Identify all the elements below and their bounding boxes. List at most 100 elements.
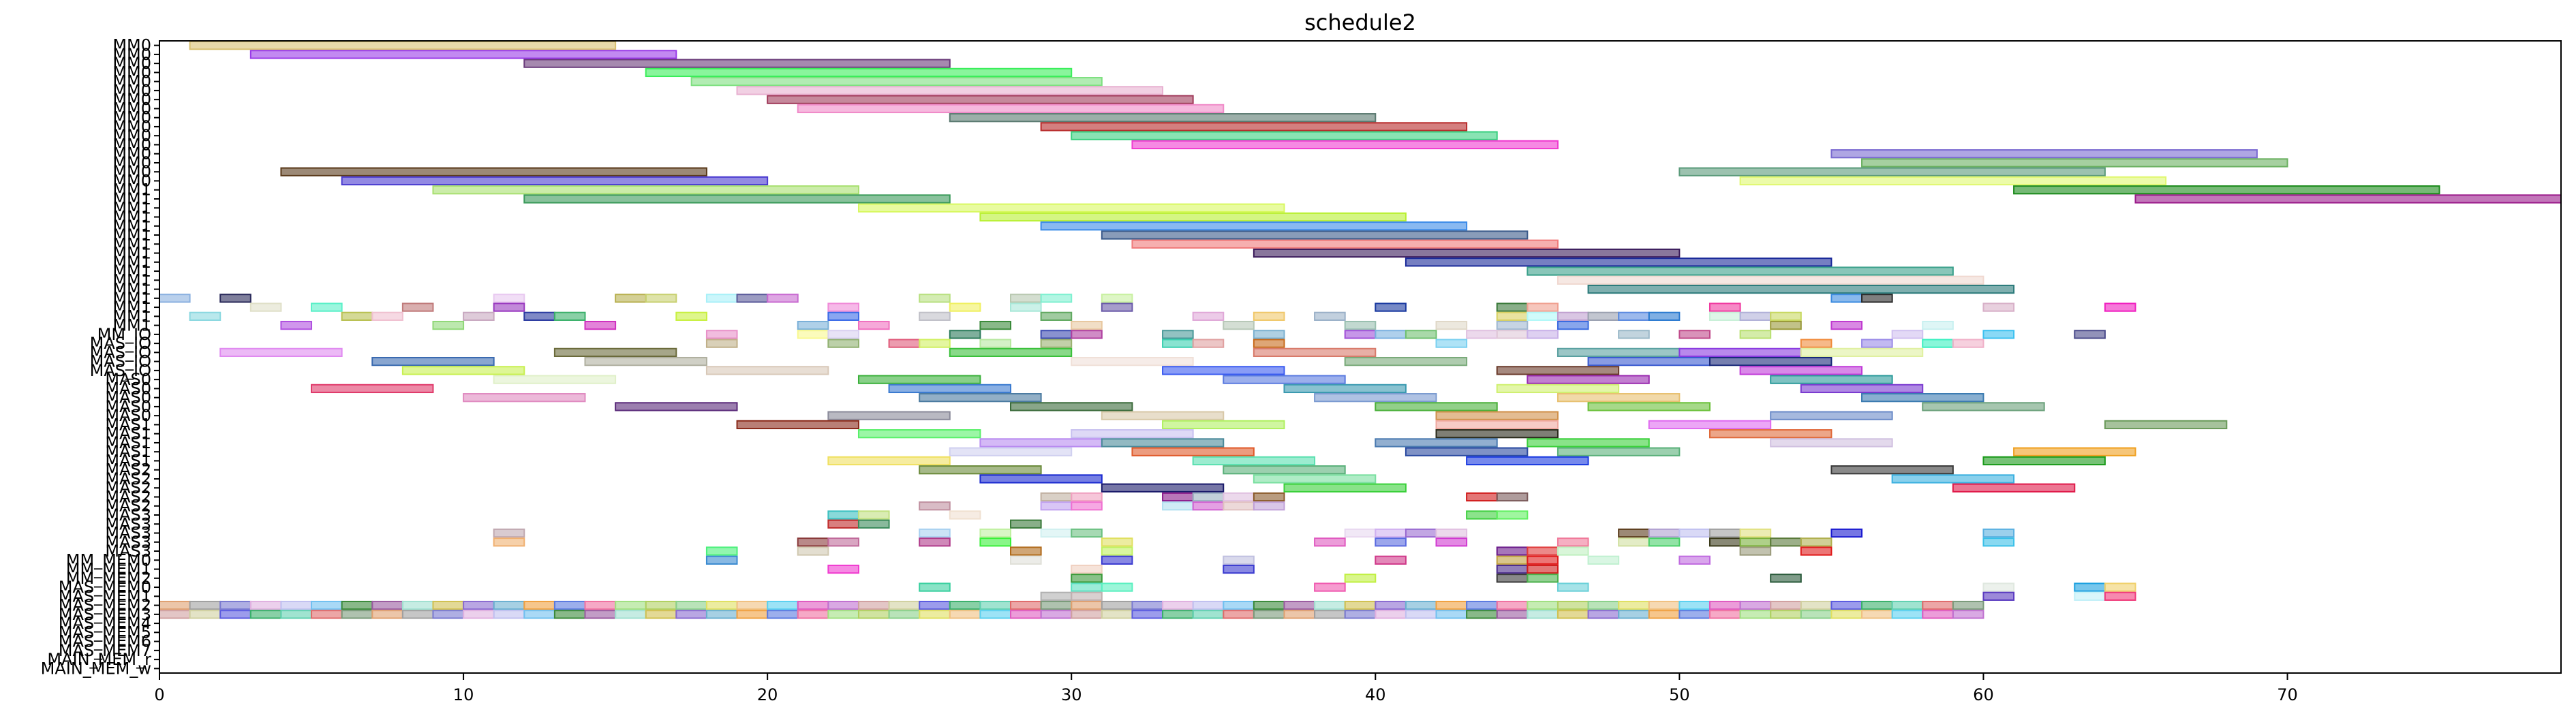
task-bar [1040,591,1073,601]
task-bar [2074,582,2106,592]
task-bar [1800,339,1833,348]
main-mem-slot [1648,600,1681,610]
task-bar [2134,194,2562,204]
y-tick-label: MAS3 [105,505,151,525]
task-bar [615,294,647,303]
main-mem-slot [1527,600,1559,610]
main-mem-slot [1435,610,1468,619]
task-bar [341,311,373,321]
y-tick-label: MM0 [112,54,151,73]
main-mem-slot [919,610,951,619]
task-bar [1922,402,2045,411]
task-bar [1283,483,1407,493]
task-bar [1131,447,1255,456]
main-mem-slot [1618,600,1650,610]
y-tick-label: MAS3 [105,542,151,561]
task-bar [1131,140,1559,150]
main-mem-slot [645,610,677,619]
task-bar [827,510,859,520]
task-bar [1162,339,1194,348]
task-bar [705,366,829,375]
task-bar [1344,574,1377,583]
task-bar [523,311,555,321]
task-bar [1071,356,1194,366]
y-tick-label: MAS_MEM4 [59,614,151,633]
task-bar [1071,131,1498,140]
y-tick-label: MAS_IO [90,352,151,371]
task-bar [1223,492,1255,502]
y-tick-label: MM1 [112,244,151,263]
y-tick-label: MAS1 [105,415,151,434]
task-bar [1527,555,1559,565]
task-bar [949,113,1377,123]
task-bar [401,302,434,312]
task-bar [553,311,586,321]
main-mem-slot [280,610,313,619]
task-bar [1253,501,1285,511]
task-bar [523,194,951,204]
task-bar [1435,320,1468,330]
y-tick-label: MM1 [112,253,151,272]
y-tick-label: MM_MEM0 [66,550,151,569]
main-mem-slot [159,610,191,619]
main-mem-slot [1010,600,1042,610]
task-bar [1101,546,1133,556]
task-bar [1770,320,1802,330]
y-tick-label: MM1 [112,198,151,217]
main-mem-slot [1375,600,1407,610]
y-tick-label: MM0 [112,162,151,181]
task-bar [1162,501,1194,511]
main-mem-slot [979,600,1012,610]
main-mem-slot [493,610,525,619]
task-bar [1435,411,1559,420]
task-bar [827,564,859,574]
y-tick-label: MAS_IO [90,343,151,362]
y-tick-label: MM1 [112,280,151,299]
x-tick-label: 60 [1973,685,1994,704]
main-mem-slot [463,610,495,619]
main-mem-slot [1101,610,1133,619]
main-mem-slot [1587,610,1620,619]
y-tick-label: MM_IO [97,325,151,344]
main-mem-slot [280,600,313,610]
y-tick-label: MM1 [112,298,151,317]
task-bar [1223,320,1255,330]
task-bar [1071,501,1103,511]
task-bar [1557,311,1589,321]
task-bar [463,393,586,403]
main-mem-slot [1891,610,1924,619]
main-mem-slot [1314,610,1346,619]
main-mem-slot [919,600,951,610]
task-bar [1648,311,1681,321]
task-bar [1861,158,2288,168]
task-bar [1678,555,1711,565]
task-bar [979,528,1012,538]
y-tick-label: MM0 [112,36,151,55]
task-bar [1192,311,1225,321]
task-bar [1253,330,1285,339]
main-mem-slot [1283,610,1316,619]
main-mem-slot [888,600,921,610]
task-bar [311,302,343,312]
task-bar [1435,429,1559,439]
task-bar [705,294,738,303]
task-bar [949,302,981,312]
y-tick-label: MAS3 [105,533,151,552]
main-mem-slot [1618,610,1650,619]
main-mem-slot [1678,600,1711,610]
task-bar [1435,339,1468,348]
y-tick-label: MAS0 [105,379,151,398]
y-tick-label: MAS0 [105,388,151,407]
task-bar [1040,528,1073,538]
task-bar [919,294,951,303]
task-bar [1708,356,1833,366]
task-bar [1071,330,1103,339]
task-bar [189,40,617,50]
task-bar [1678,330,1711,339]
task-bar [1253,311,1285,321]
y-tick-label: MAS2 [105,497,151,516]
task-bar [919,528,951,538]
y-tick-label: MM0 [112,108,151,127]
task-bar [1678,347,1802,358]
